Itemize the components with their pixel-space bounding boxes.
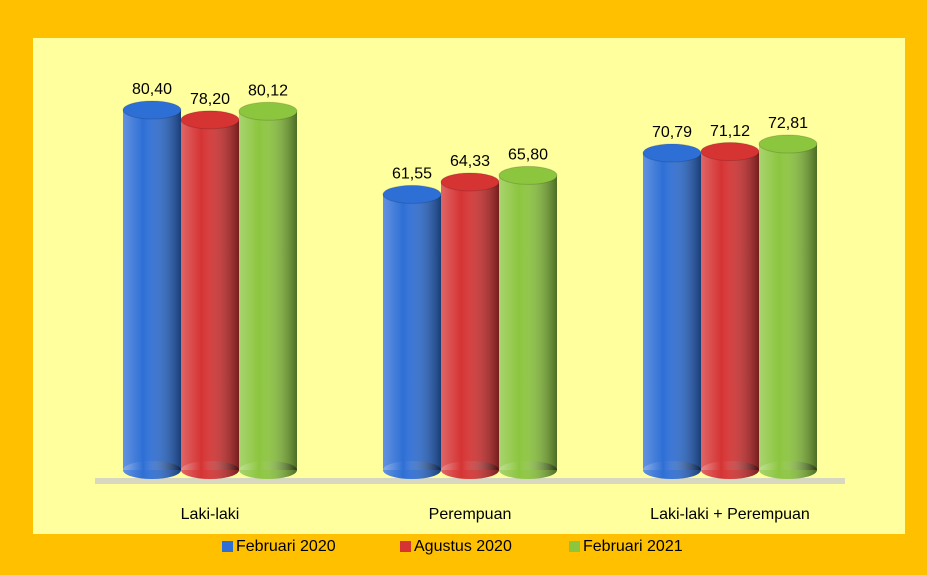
bar-shade [123,110,181,470]
bar-top [238,101,298,121]
bar-top [440,172,500,192]
bar-shade [383,194,441,470]
bar-top [382,184,442,204]
data-label: 61,55 [392,166,432,183]
legend-label: Agustus 2020 [414,538,512,555]
data-label: 72,81 [768,115,808,132]
legend-swatch [569,541,580,552]
x-tick-label: Laki-laki [181,506,240,523]
legend-swatch [222,541,233,552]
bar-shade [181,461,239,479]
x-tick-label: Perempuan [429,506,512,523]
bar-shade [181,119,239,471]
floor [95,478,845,484]
data-label: 65,80 [508,147,548,164]
x-tick-label: Laki-laki + Perempuan [650,506,810,523]
bar-shade [499,461,557,479]
data-label: 78,20 [190,91,230,108]
bar-shade [643,153,701,470]
bar-top [758,134,818,154]
bar-top [498,165,558,185]
data-label: 80,12 [248,82,288,99]
bar-shade [759,461,817,479]
legend-label: Februari 2021 [583,538,683,555]
data-label: 70,79 [652,124,692,141]
bar-shade [701,461,759,479]
bar-shade [239,111,297,471]
bar-shade [499,175,557,470]
data-label: 71,12 [710,123,750,140]
legend-swatch [400,541,411,552]
bar-shade [759,143,817,470]
bar-shade [383,461,441,479]
bar-shade [441,461,499,479]
bar-shade [239,461,297,479]
bar-shade [123,461,181,479]
bar-shade [441,181,499,470]
bar-top [642,143,702,163]
data-label: 80,40 [132,81,172,98]
bar-shade [701,151,759,470]
bar-top [180,110,240,130]
bar-top [700,142,760,162]
bar-top [122,100,182,120]
bar-shade [643,461,701,479]
legend-label: Februari 2020 [236,538,336,555]
data-label: 64,33 [450,153,490,170]
